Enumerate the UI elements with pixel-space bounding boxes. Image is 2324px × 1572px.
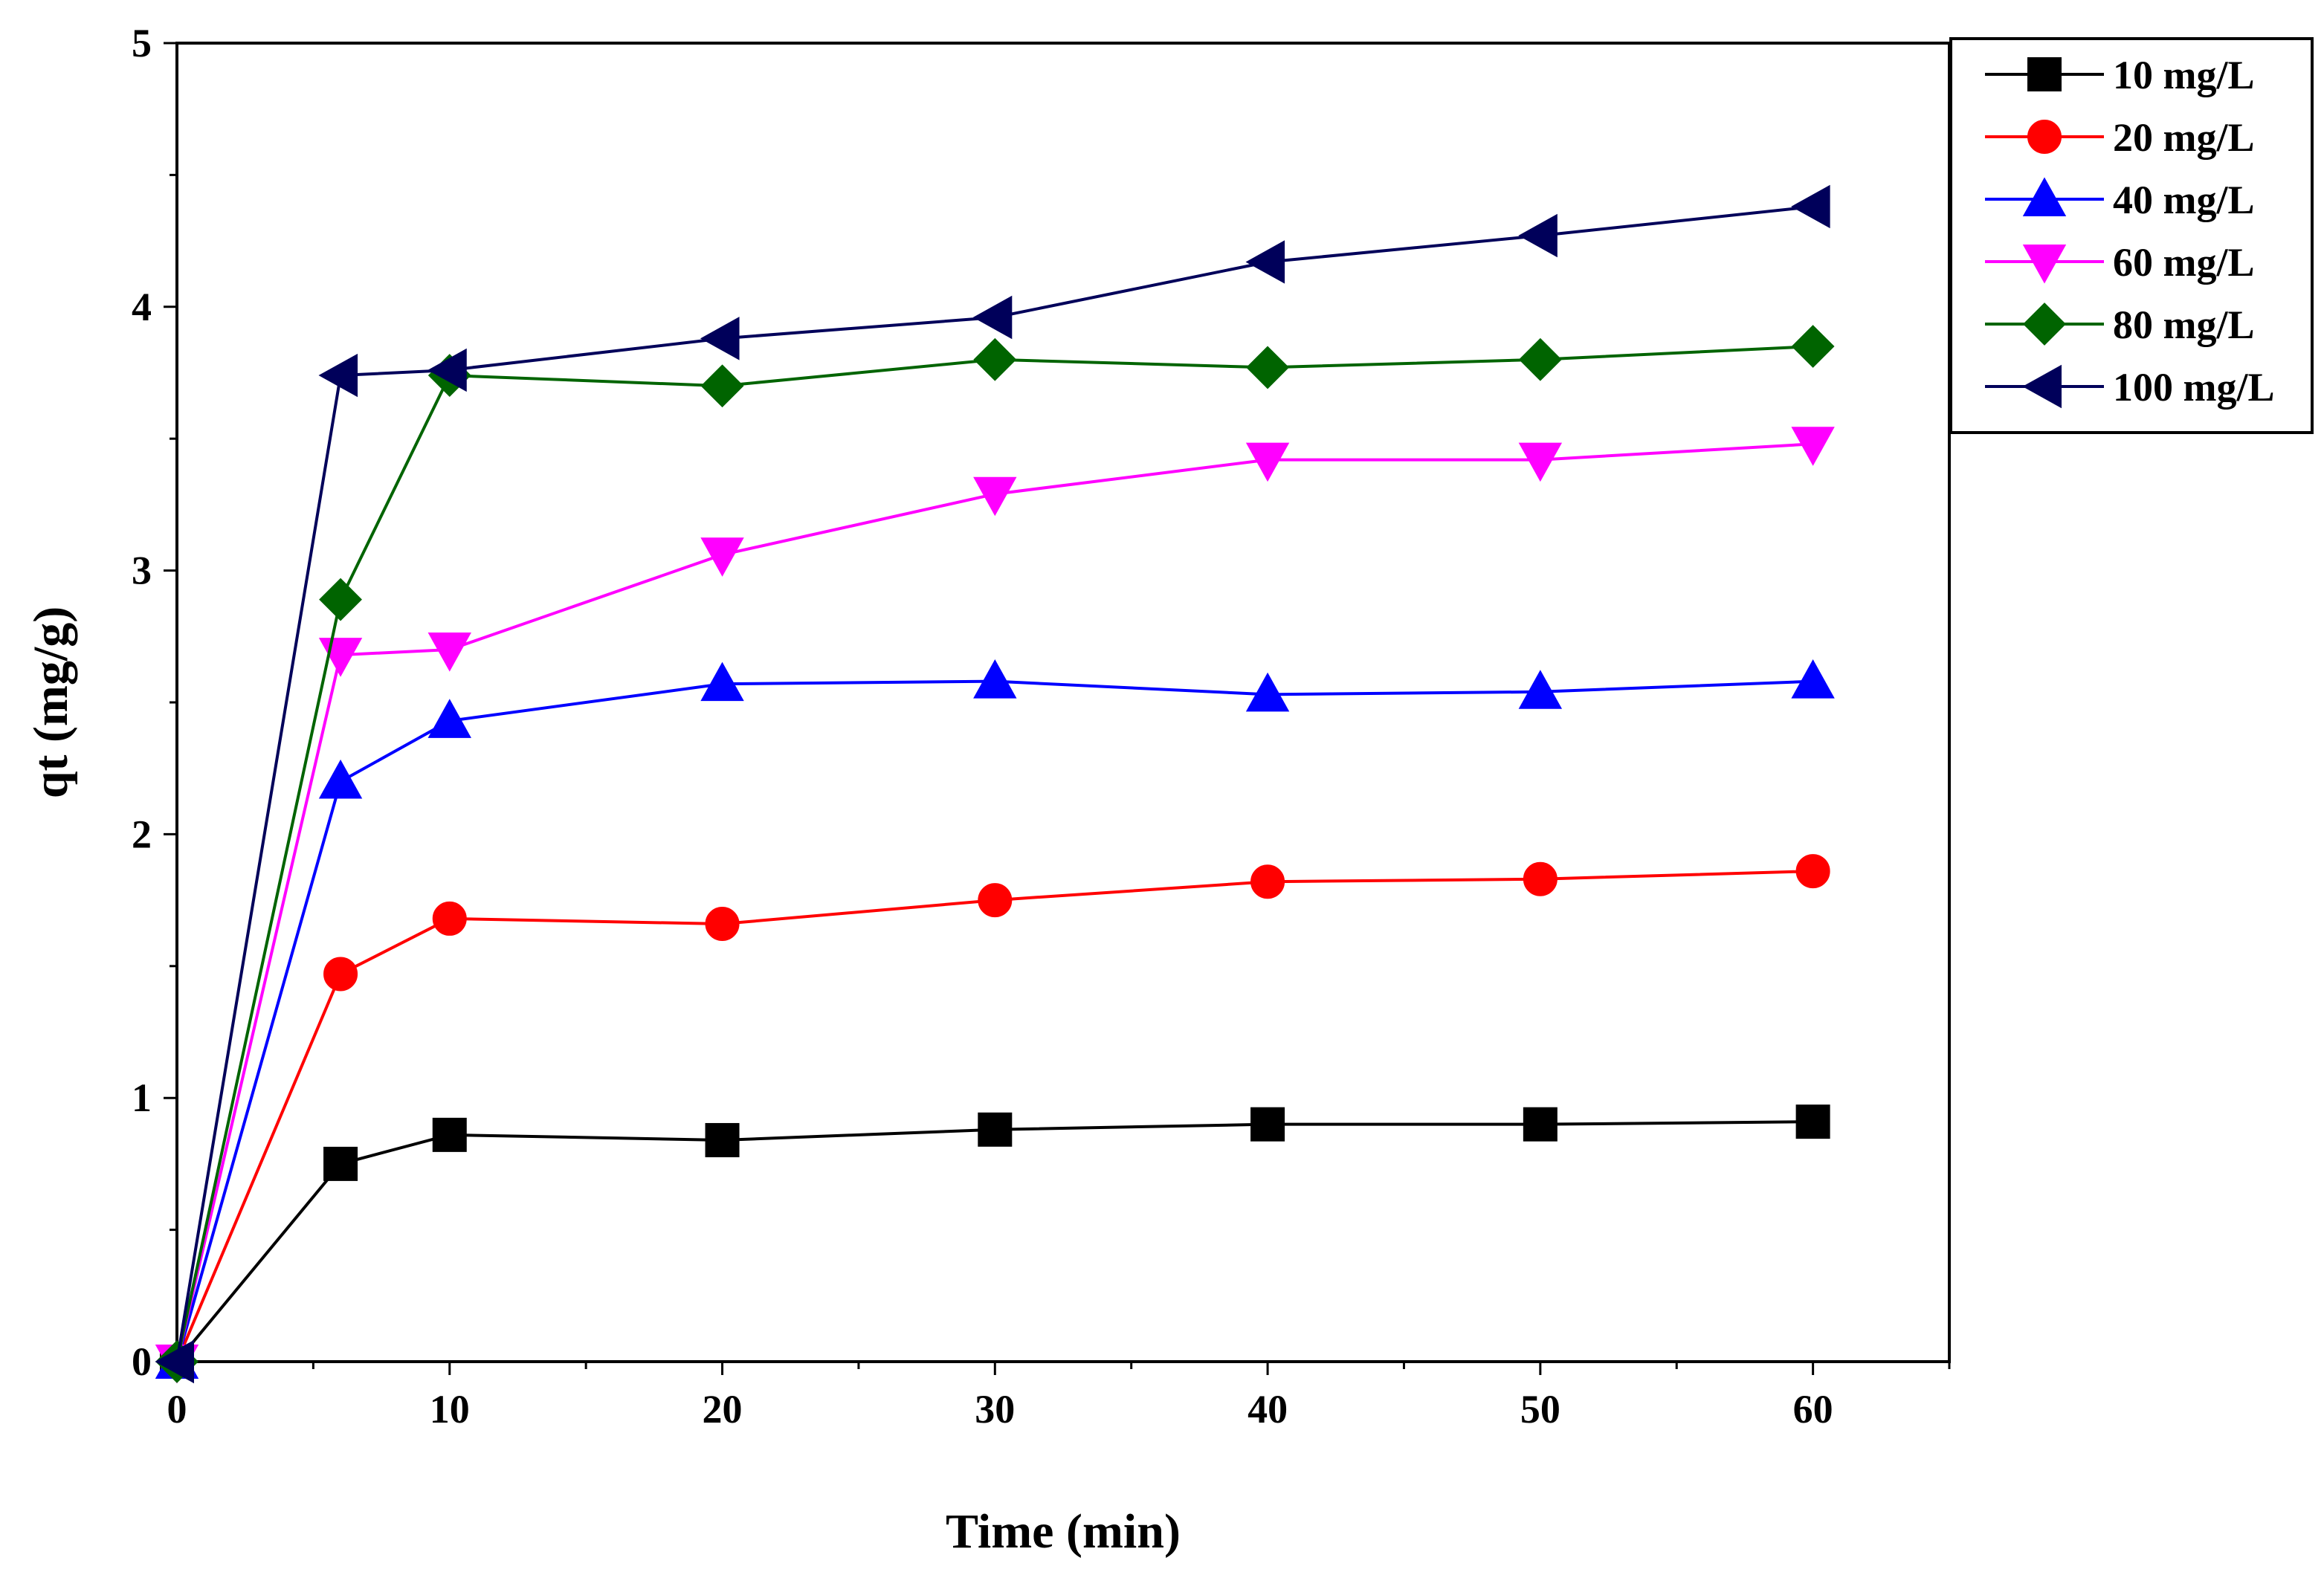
legend-marker: [2022, 364, 2062, 409]
legend-entry: 40 mg/L: [1985, 177, 2255, 222]
data-point: [973, 659, 1017, 699]
x-tick-label: 0: [167, 1387, 187, 1432]
x-axis-title: Time (min): [946, 1504, 1181, 1559]
data-point: [1518, 213, 1558, 258]
y-tick-label: 2: [132, 812, 152, 856]
legend-entry: 80 mg/L: [1985, 303, 2255, 347]
legend-entry: 60 mg/L: [1985, 240, 2255, 285]
series-line: [175, 870, 1813, 1362]
series-line: [175, 679, 1813, 1362]
data-point: [1518, 337, 1562, 381]
data-point: [972, 295, 1013, 340]
data-point: [1791, 659, 1835, 699]
series-100-mg-l: [155, 184, 1830, 1384]
legend-marker: [2023, 303, 2066, 346]
data-point: [427, 699, 471, 738]
data-point: [1518, 670, 1563, 709]
x-tick-label: 60: [1793, 1387, 1833, 1432]
legend-label: 40 mg/L: [2113, 178, 2255, 222]
series-layer: [155, 184, 1835, 1384]
legend-entry: 100 mg/L: [1985, 364, 2275, 410]
data-point: [427, 348, 467, 392]
data-point: [318, 353, 358, 398]
data-point: [1795, 1104, 1830, 1139]
data-point: [705, 907, 740, 942]
legend-marker: [2022, 177, 2067, 216]
data-point: [1523, 1107, 1558, 1142]
y-tick-label: 1: [132, 1076, 152, 1120]
data-point: [700, 364, 744, 408]
data-point: [323, 1146, 358, 1181]
series-line: [175, 1120, 1813, 1363]
data-point: [978, 883, 1013, 918]
data-point: [700, 317, 740, 360]
x-tick-label: 50: [1520, 1387, 1560, 1432]
data-point: [700, 537, 744, 577]
legend-label: 10 mg/L: [2113, 53, 2255, 97]
y-tick-label: 5: [132, 21, 152, 65]
data-point: [432, 1117, 467, 1152]
data-point: [155, 1339, 194, 1384]
x-tick-label: 40: [1247, 1387, 1288, 1432]
data-point: [1791, 427, 1835, 466]
legend-label: 80 mg/L: [2113, 303, 2255, 347]
data-point: [973, 337, 1017, 381]
plot-frame: [175, 42, 1951, 1363]
legend-marker: [2027, 57, 2062, 91]
data-point: [705, 1122, 740, 1157]
series-line: [175, 442, 1813, 1362]
data-point: [1518, 442, 1563, 482]
data-point: [973, 476, 1017, 517]
y-tick-label: 3: [132, 549, 152, 593]
legend-marker: [2022, 245, 2067, 284]
data-point: [1250, 1107, 1285, 1142]
legend-label: 60 mg/L: [2113, 240, 2255, 285]
data-point: [1523, 861, 1558, 896]
data-point: [319, 578, 362, 621]
y-axis: 0 1 2 3 4 5: [132, 21, 177, 1384]
series-40-mg-l: [155, 659, 1835, 1379]
data-point: [978, 1112, 1013, 1147]
x-axis: 0 10 20 30 40 50 60: [167, 1362, 1951, 1432]
data-point: [318, 759, 363, 799]
data-point: [323, 957, 358, 992]
x-tick-label: 10: [430, 1387, 470, 1432]
data-point: [1250, 864, 1285, 899]
data-point: [1245, 240, 1285, 284]
data-point: [1791, 325, 1835, 368]
legend-label: 100 mg/L: [2113, 365, 2275, 410]
legend-marker: [2027, 120, 2062, 154]
legend-entry: 20 mg/L: [1985, 115, 2255, 160]
data-point: [432, 901, 467, 936]
data-point: [427, 633, 471, 672]
legend: 10 mg/L 20 mg/L 40 mg/L 60 mg/L 80 mg/L 100 m…: [1949, 37, 2314, 434]
series-line: [175, 345, 1813, 1362]
y-axis-title: qt (mg/g): [24, 607, 78, 798]
data-point: [1246, 346, 1289, 389]
y-tick-label: 0: [132, 1339, 152, 1384]
data-point: [1791, 184, 1830, 229]
data-point: [1245, 442, 1290, 482]
series-10-mg-l: [160, 1104, 1830, 1379]
legend-entry: 10 mg/L: [1985, 53, 2255, 97]
series-line: [175, 204, 1813, 1362]
data-point: [1795, 854, 1830, 889]
data-point: [1245, 672, 1290, 712]
legend-box: [1949, 37, 2314, 434]
data-point: [700, 662, 744, 702]
x-tick-label: 20: [703, 1387, 743, 1432]
legend-label: 20 mg/L: [2113, 115, 2255, 160]
x-tick-label: 30: [975, 1387, 1015, 1432]
y-tick-label: 4: [132, 285, 152, 329]
